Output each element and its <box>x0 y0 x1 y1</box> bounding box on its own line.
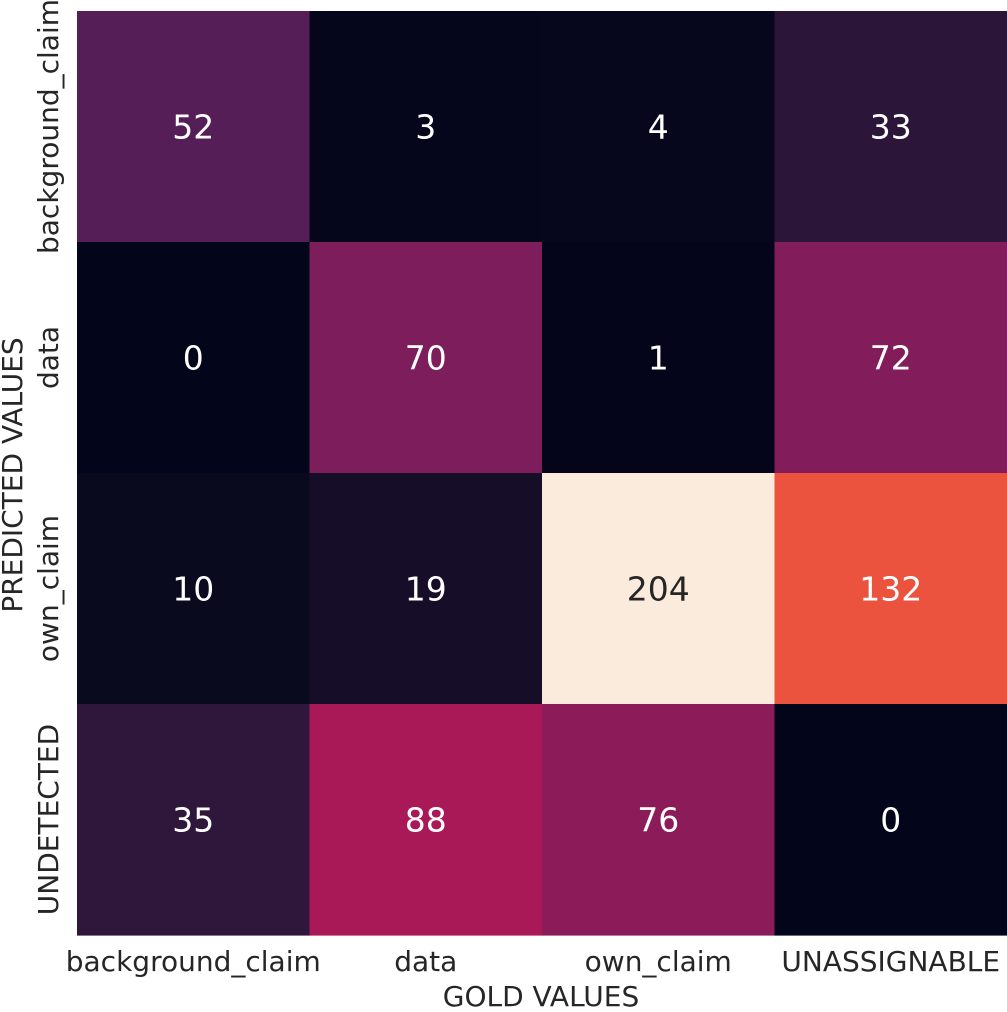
x-tick-label-0: background_claim <box>66 945 321 978</box>
heatmap-cell-r0-c2 <box>542 11 776 243</box>
cell-value-r3-c2: 76 <box>637 801 679 840</box>
x-tick-label-3: UNASSIGNABLE <box>781 945 1000 978</box>
x-tick-labels: background_claim data own_claim UNASSIGNABL… <box>66 945 1000 978</box>
heatmap-cell-r2-c3 <box>774 473 1007 705</box>
heatmap-cell-r2-c0 <box>77 473 311 705</box>
x-tick-label-2: own_claim <box>585 945 732 978</box>
y-tick-label-3: UNDETECTED <box>32 724 65 915</box>
y-axis-label: PREDICTED VALUES <box>0 337 29 612</box>
heatmap-cell-r0-c0 <box>77 11 311 243</box>
cell-value-r1-c0: 0 <box>183 339 204 378</box>
cell-value-r0-c2: 4 <box>648 108 669 147</box>
cell-value-r2-c0: 10 <box>172 570 214 609</box>
cell-value-r2-c1: 19 <box>405 570 447 609</box>
cell-value-r3-c3: 0 <box>880 801 901 840</box>
cell-value-r2-c2: 204 <box>627 570 690 609</box>
x-axis-label: GOLD VALUES <box>443 980 639 1012</box>
cell-value-r0-c3: 33 <box>870 108 912 147</box>
heatmap-cell-r2-c1 <box>309 473 543 705</box>
heatmap-cell-r3-c3 <box>774 704 1007 936</box>
cell-value-r3-c1: 88 <box>405 801 447 840</box>
cell-value-r3-c0: 35 <box>172 801 214 840</box>
y-tick-label-1: data <box>32 326 65 389</box>
heatmap-cell-r1-c1 <box>309 242 543 474</box>
y-tick-label-0: background_claim <box>32 0 65 254</box>
heatmap-cells: 52 3 4 33 0 70 1 72 10 19 204 132 35 88 76 0 <box>77 11 1007 936</box>
cell-value-r0-c0: 52 <box>172 108 214 147</box>
heatmap-cell-r1-c2 <box>542 242 776 474</box>
cell-value-r1-c1: 70 <box>405 339 447 378</box>
x-tick-label-1: data <box>394 945 457 978</box>
heatmap-cell-r1-c3 <box>774 242 1007 474</box>
cell-value-r2-c3: 132 <box>859 570 922 609</box>
heatmap-cell-r1-c0 <box>77 242 311 474</box>
heatmap-cell-r3-c0 <box>77 704 311 936</box>
cell-value-r1-c3: 72 <box>870 339 912 378</box>
heatmap-cell-r0-c1 <box>309 11 543 243</box>
cell-value-r1-c2: 1 <box>648 339 669 378</box>
cell-value-r0-c1: 3 <box>415 108 436 147</box>
heatmap-cell-r0-c3 <box>774 11 1007 243</box>
heatmap-cell-r2-c2 <box>542 473 776 705</box>
y-tick-label-2: own_claim <box>32 515 65 662</box>
heatmap-cell-r3-c1 <box>309 704 543 936</box>
heatmap-cell-r3-c2 <box>542 704 776 936</box>
